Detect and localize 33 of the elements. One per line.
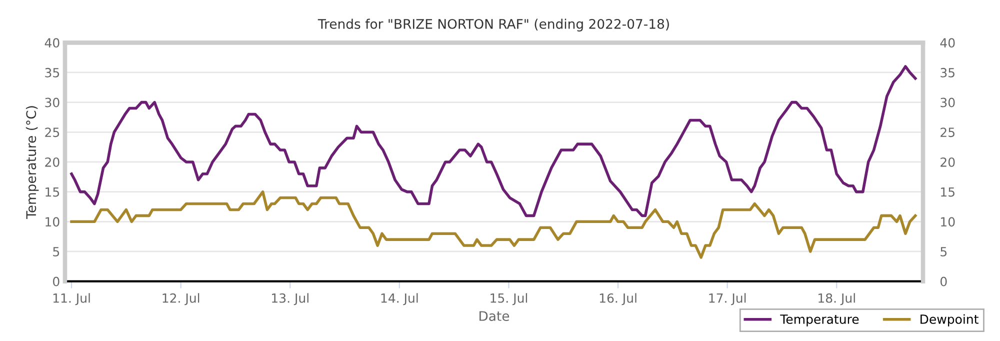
y-tick-label: 20 (45, 157, 60, 167)
y-axis-title: Temperature (°C) (26, 106, 39, 219)
y2-tick-label: 15 (941, 187, 954, 197)
line-series (70, 190, 917, 259)
y2-tick-label: 25 (940, 128, 954, 138)
x-tick-label: 13. Jul (272, 293, 308, 306)
y-tick-label: 40 (44, 38, 60, 48)
y2-tick-label: 10 (941, 217, 955, 227)
y-tick-label: 15 (46, 187, 60, 197)
legend-label: Temperature (780, 314, 859, 326)
y2-tick-label: 40 (940, 38, 955, 48)
x-tick-label: 18. Jul (818, 293, 855, 306)
y2-tick-label: 0 (940, 276, 947, 286)
x-axis-title: Date (480, 311, 510, 321)
y-tick-label: 10 (46, 217, 60, 227)
y2-tick-label: 20 (940, 157, 955, 167)
line-series (70, 65, 917, 218)
x-tick-label: 15. Jul (490, 293, 528, 306)
x-tick-label: 12. Jul (162, 293, 200, 306)
y2-tick-label: 30 (940, 98, 955, 108)
x-tick-label: 14. Jul (381, 293, 418, 306)
y2-tick-label: 35 (940, 68, 954, 78)
x-tick-label: 16. Jul (600, 293, 636, 306)
y-tick-label: 25 (45, 128, 60, 138)
y2-tick-label: 5 (940, 247, 947, 256)
y-tick-label: 5 (53, 247, 60, 256)
y-tick-label: 0 (53, 276, 60, 286)
x-tick-label: 11. Jul (53, 293, 90, 306)
x-tick-label: 17. Jul (709, 293, 746, 306)
y-tick-label: 35 (45, 68, 60, 78)
chart-title: Trends for "BRIZE NORTON RAF" (ending 2022-07-18) (318, 18, 669, 32)
legend-label: Dewpoint (920, 314, 978, 326)
y-tick-label: 30 (45, 98, 60, 108)
